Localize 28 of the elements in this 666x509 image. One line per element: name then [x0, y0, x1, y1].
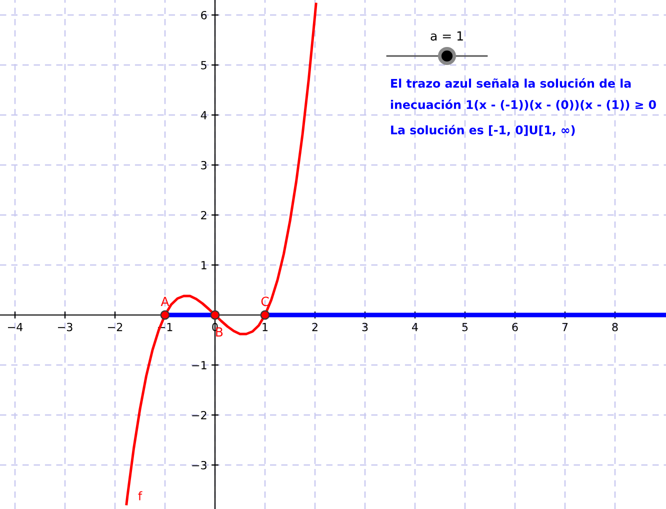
x-tick-label: −2 [108, 322, 122, 332]
annotation: B [216, 327, 223, 337]
annotation: A [160, 296, 170, 306]
annotation: f [138, 491, 142, 500]
annotation: El trazo azul señala la solución de la inecuación 1(x - (-1))(x - (0))(x - (1)) ≥ 0 [390, 78, 656, 110]
y-tick-label: −2 [192, 410, 206, 420]
x-tick-label: 8 [612, 322, 618, 332]
x-tick-label: 4 [412, 322, 418, 332]
y-tick-label: 1 [202, 261, 206, 270]
y-tick-label: 2 [201, 210, 206, 220]
x-tick-label: 3 [362, 322, 368, 332]
annotation: La solución es [-1, 0]U[1, ∞) [391, 124, 575, 136]
y-tick-label: −3 [192, 460, 206, 470]
y-tick-label: 4 [200, 111, 207, 120]
y-tick-label: 6 [201, 10, 207, 20]
x-tick-label: 2 [312, 322, 318, 332]
x-tick-label: 6 [512, 322, 518, 332]
y-tick-label: 5 [201, 61, 206, 70]
y-tick-label: 3 [201, 160, 206, 170]
y-tick-label: −1 [192, 361, 206, 370]
annotation: a = 1 [430, 31, 463, 41]
x-tick-label: 5 [462, 322, 468, 332]
x-tick-label: 7 [562, 322, 568, 332]
line-series [125, 2, 318, 506]
annotation: C [261, 296, 269, 306]
x-tick-label: −3 [58, 322, 72, 332]
x-tick-label: 1 [262, 322, 268, 332]
x-tick-label: −4 [8, 322, 23, 332]
